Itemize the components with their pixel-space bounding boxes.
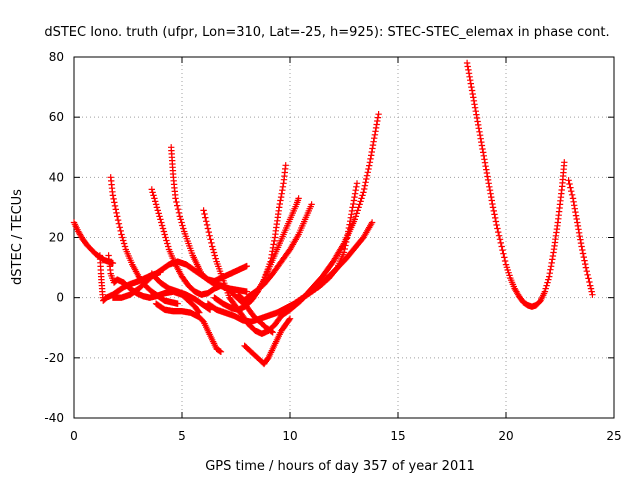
axis-ticks: [73, 56, 615, 419]
data-series-15: [243, 201, 315, 301]
data-point-markers: [152, 300, 225, 355]
data-series: [70, 59, 596, 368]
data-point-markers: [241, 315, 294, 368]
y-tick-label: 20: [49, 231, 64, 245]
x-axis-label: GPS time / hours of day 357 of year 2011: [205, 459, 475, 474]
data-point-markers: [107, 174, 181, 307]
x-tick-label: 10: [282, 429, 297, 443]
x-tick-label: 5: [178, 429, 186, 443]
data-series-9: [152, 300, 225, 355]
data-point-markers: [168, 144, 250, 285]
data-series-17: [278, 111, 382, 319]
y-tick-label: 60: [49, 110, 64, 124]
data-point-markers: [463, 59, 568, 310]
data-series-4: [107, 174, 181, 307]
y-tick-label: -40: [44, 411, 64, 425]
data-point-markers: [278, 111, 382, 319]
data-series-6: [148, 270, 214, 313]
x-tick-label: 15: [390, 429, 405, 443]
data-point-markers: [565, 177, 596, 298]
x-tick-label: 20: [498, 429, 513, 443]
y-tick-label: 80: [49, 50, 64, 64]
grid: [74, 57, 614, 418]
data-point-markers: [243, 201, 315, 301]
y-axis-label: dSTEC / TECUs: [10, 189, 25, 285]
x-tick-label: 0: [70, 429, 78, 443]
x-tick-label: 25: [606, 429, 621, 443]
data-series-11: [241, 315, 294, 368]
y-tick-label: 0: [56, 291, 64, 305]
data-series-18: [463, 59, 568, 310]
y-tick-label: 40: [49, 170, 64, 184]
data-point-markers: [148, 270, 214, 313]
data-series-8: [168, 144, 250, 285]
data-series-19: [565, 177, 596, 298]
chart-title: dSTEC Iono. truth (ufpr, Lon=310, Lat=-2…: [44, 25, 609, 40]
y-tick-label: -20: [44, 351, 64, 365]
